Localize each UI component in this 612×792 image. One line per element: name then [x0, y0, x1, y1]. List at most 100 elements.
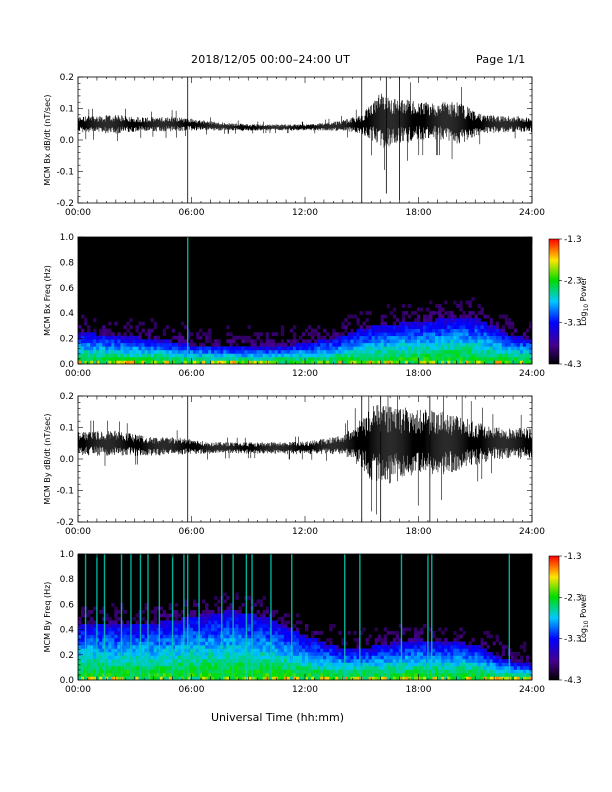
- spectrogram-cell: [329, 360, 333, 365]
- spectrogram-cell: [489, 335, 493, 340]
- spectrogram-cell: [132, 631, 136, 635]
- spectrogram-cell: [87, 328, 91, 333]
- spectrogram-cell: [232, 669, 236, 674]
- spectrogram-cell: [226, 627, 230, 632]
- spectrogram-cell: [435, 360, 439, 365]
- spectrogram-cell: [93, 342, 97, 347]
- spectrogram-cell: [211, 353, 215, 358]
- spectrogram-cell: [347, 332, 351, 337]
- spectrogram-cell: [232, 335, 236, 340]
- spectrogram-cell: [329, 346, 333, 351]
- spectrogram-cell: [162, 666, 167, 670]
- spectrogram-cell: [108, 655, 112, 660]
- spectrogram-cell: [208, 669, 212, 674]
- spectrogram-cell: [510, 349, 515, 354]
- spectrogram-cell: [232, 627, 236, 632]
- spectrogram-cell: [135, 339, 139, 344]
- spectrogram-cell: [99, 332, 103, 337]
- spectrogram-cell: [507, 325, 512, 330]
- spectrogram-cell: [441, 339, 445, 344]
- spectrogram-cell: [465, 325, 469, 330]
- trace-group: [77, 82, 533, 170]
- spectrogram-cell: [229, 631, 233, 635]
- spectrogram-cell: [289, 356, 294, 361]
- spectrogram-cell: [120, 339, 124, 344]
- spectrogram-cell: [256, 673, 260, 677]
- y-axis-label: MCM By dB/dt (nT/sec): [43, 413, 52, 504]
- spectrogram-cell: [141, 342, 145, 347]
- spectrogram-cell: [196, 624, 200, 628]
- spectrogram-cell: [81, 342, 85, 347]
- spectrogram-cell: [286, 349, 291, 354]
- spectrogram-cell: [510, 346, 515, 351]
- spectrogram-cell: [380, 339, 384, 344]
- spectrogram-cell: [238, 669, 242, 674]
- spectrogram-cell: [226, 669, 230, 674]
- spectrogram-cell: [87, 620, 91, 625]
- spectrogram-cell: [183, 648, 188, 653]
- spectrogram-cell: [241, 676, 245, 681]
- spectrogram-cell: [350, 314, 354, 319]
- spectrogram-cell: [135, 624, 139, 628]
- spectrogram-cell: [238, 610, 242, 614]
- spectrogram-cell: [202, 645, 206, 649]
- spectrogram-cell: [132, 641, 136, 646]
- spectrogram-cell: [90, 353, 94, 358]
- spectrogram-cell: [314, 332, 318, 337]
- spectrogram-cell: [111, 645, 115, 649]
- spectrogram-cell: [93, 662, 97, 667]
- spectrogram-cell: [111, 655, 115, 660]
- spectrogram-cell: [144, 638, 148, 642]
- spectrogram-cell: [147, 634, 151, 639]
- spectrogram-cell: [432, 325, 436, 330]
- spectrogram-cell: [480, 349, 484, 354]
- spectrogram-cell: [380, 318, 384, 322]
- spectrogram-cell: [99, 655, 103, 660]
- spectrogram-cell: [223, 610, 227, 614]
- spectrogram-cell: [214, 666, 218, 670]
- spectrogram-cell: [217, 613, 221, 618]
- spectrogram-cell: [196, 655, 200, 660]
- spectrogram-cell: [78, 662, 82, 667]
- spectrogram-cell: [199, 627, 203, 632]
- spectrogram-cell: [168, 631, 173, 635]
- spectrogram-cell: [435, 328, 439, 333]
- spectrogram-cell: [338, 349, 342, 354]
- spectrogram-cell: [483, 339, 487, 344]
- spectrogram-cell: [171, 641, 176, 646]
- spectrogram-cell: [295, 360, 300, 365]
- x-tick-label: 24:00: [519, 208, 545, 218]
- spectrogram-cell: [241, 673, 245, 677]
- spectrogram-cell: [96, 627, 100, 632]
- spectrogram-cell: [193, 617, 197, 621]
- spectrogram-cell: [180, 634, 185, 639]
- figure-title: 2018/12/05 00:00–24:00 UT: [191, 53, 351, 66]
- spectrogram-cell: [277, 342, 282, 347]
- spectrogram-cell: [404, 311, 409, 315]
- spectrogram-cell: [123, 342, 127, 347]
- spectrogram-cell: [156, 631, 161, 635]
- spectrogram-cell: [132, 659, 136, 663]
- spectrogram-cell: [438, 321, 442, 326]
- spectrogram-cell: [453, 335, 457, 340]
- spectrogram-cell: [407, 353, 412, 358]
- spectrogram-cell: [159, 648, 164, 653]
- spectrogram-cell: [123, 648, 127, 653]
- spectrogram-cell: [144, 676, 148, 681]
- spectrogram-cell: [495, 321, 500, 326]
- spectrogram-cell: [429, 325, 433, 330]
- spectrogram-cell: [105, 356, 109, 361]
- spectrogram-cell: [138, 335, 142, 340]
- spectrogram-cell: [256, 648, 260, 653]
- spectrogram-cell: [247, 676, 251, 681]
- spectrogram-cell: [168, 603, 173, 607]
- spectrogram-cell: [477, 311, 481, 315]
- spectrogram-cell: [81, 328, 85, 333]
- spectrogram-cell: [338, 360, 342, 365]
- spectrogram-cell: [96, 631, 100, 635]
- spectrogram-cell: [81, 360, 85, 365]
- spectrogram-cell: [96, 339, 100, 344]
- spectrogram-cell: [283, 349, 288, 354]
- spectrogram-cell: [347, 335, 351, 340]
- spectrogram-cell: [426, 307, 430, 312]
